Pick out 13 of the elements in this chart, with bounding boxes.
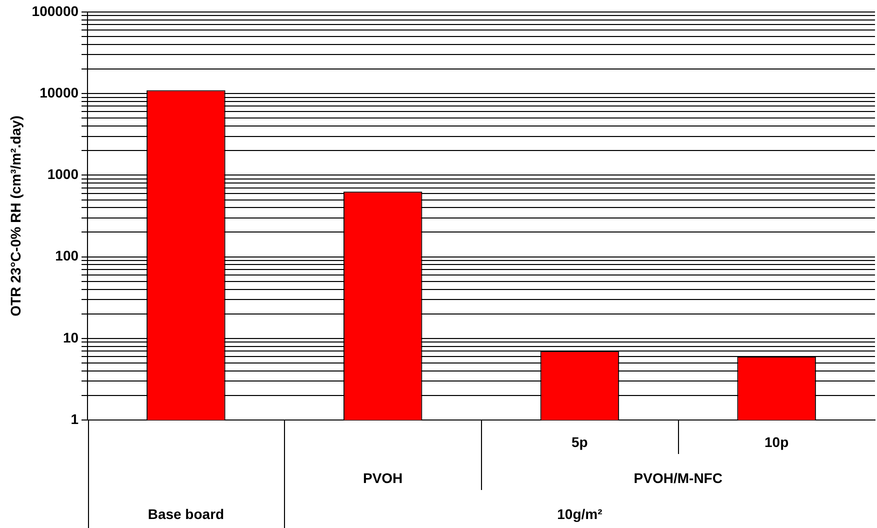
y-tick-label: 1 xyxy=(70,410,79,427)
y-tick-label: 100000 xyxy=(32,2,79,19)
y-tick-label: 100 xyxy=(55,248,79,264)
y-axis-title: OTR 23°C-0% RH (cm³/m².day) xyxy=(7,116,24,316)
text: PVOH/M-NFC xyxy=(634,470,722,486)
y-tick-label: 10 xyxy=(62,329,79,346)
y-tick-label: 10000 xyxy=(40,84,79,100)
text: Base board xyxy=(148,506,224,522)
y-tick-label: 1000 xyxy=(47,166,79,182)
text: PVOH xyxy=(362,470,403,486)
x-tick-label: 5p xyxy=(572,434,588,450)
x-tick-label: 10p xyxy=(764,434,789,450)
text: 10g/m² xyxy=(557,506,603,522)
